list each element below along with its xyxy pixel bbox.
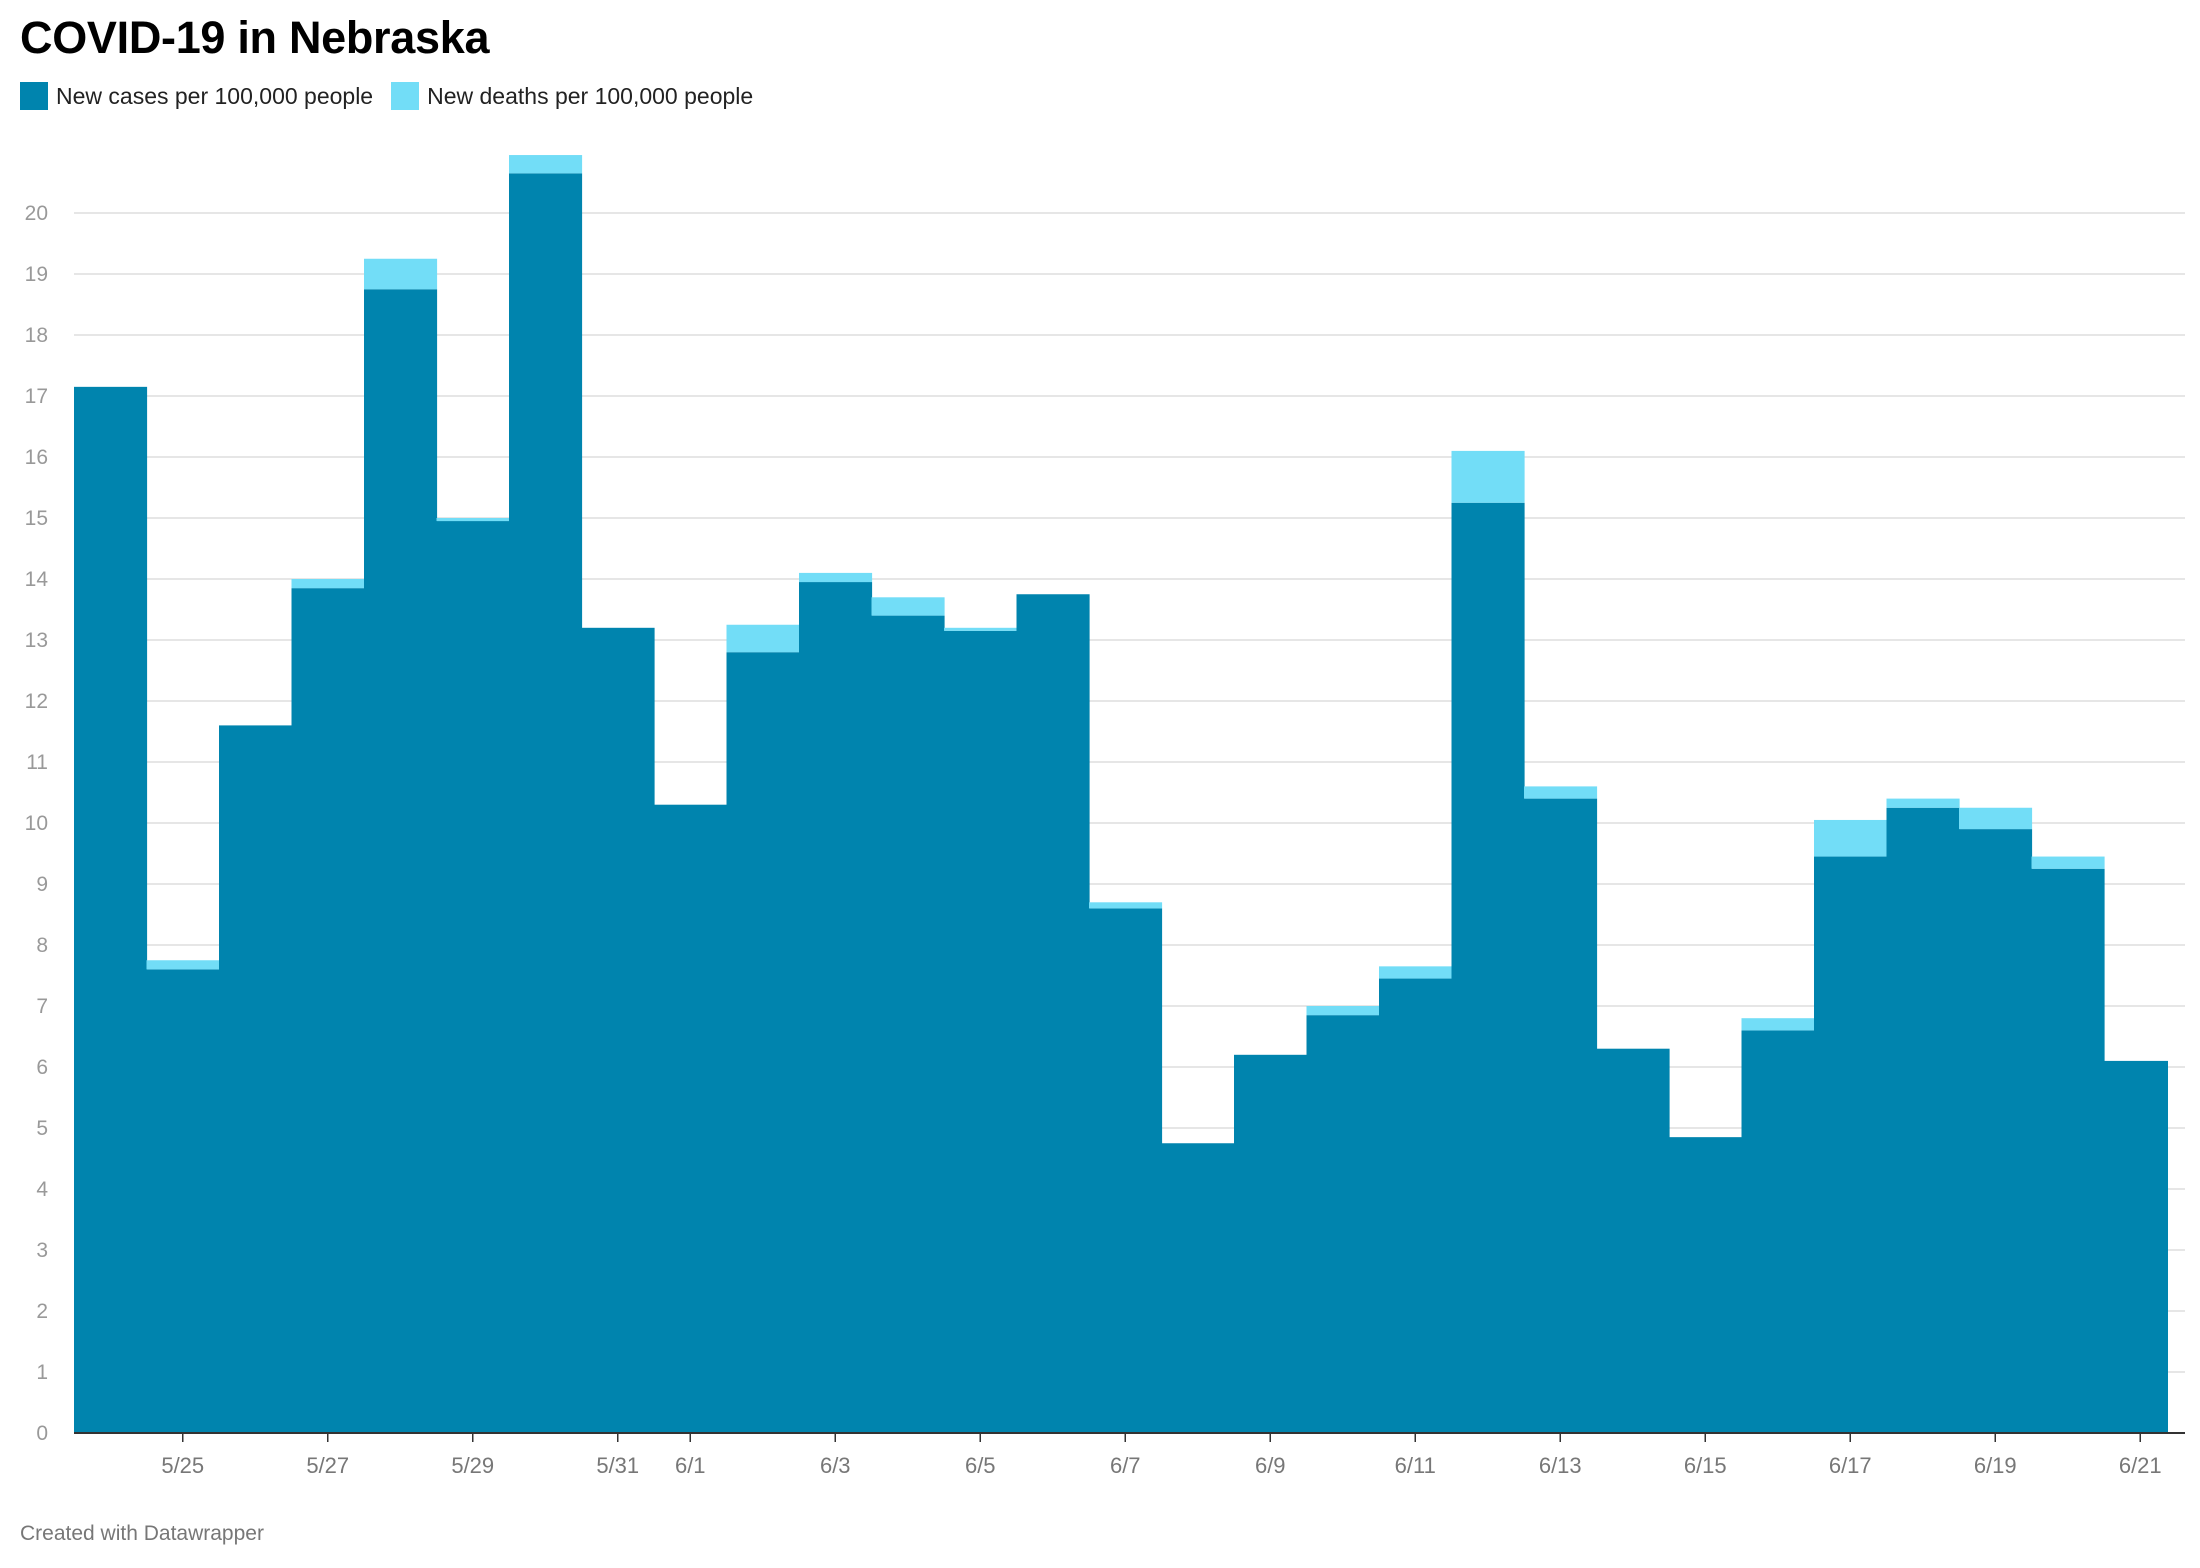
y-tick-label: 10 <box>25 812 48 835</box>
bar-cases <box>219 725 293 1433</box>
legend-swatch-cases <box>20 82 48 110</box>
y-tick-label: 0 <box>36 1422 48 1445</box>
bar-cases <box>726 652 800 1433</box>
bar-cases <box>2130 1103 2168 1433</box>
y-tick-label: 12 <box>25 690 48 713</box>
bar-cases <box>871 615 945 1433</box>
bar-deaths <box>1814 819 1888 857</box>
y-tick-label: 8 <box>36 934 48 957</box>
bar-cases <box>1379 978 1453 1433</box>
bar-deaths <box>364 258 438 290</box>
bar-cases <box>799 582 873 1433</box>
y-tick-label: 14 <box>25 568 49 591</box>
legend-swatch-deaths <box>391 82 420 110</box>
bar-cases <box>581 627 655 1433</box>
bar-cases <box>291 588 365 1433</box>
bar-deaths <box>1886 798 1960 808</box>
bar-cases <box>436 521 510 1433</box>
bar-cases <box>654 804 728 1433</box>
legend-item-deaths: New deaths per 100,000 people <box>391 82 753 110</box>
bar-deaths <box>146 960 220 970</box>
x-tick-label: 6/13 <box>1539 1453 1582 1478</box>
x-tick-label: 5/31 <box>596 1453 639 1478</box>
y-tick-label: 2 <box>36 1300 48 1323</box>
bar-cases <box>146 969 220 1433</box>
bar-deaths <box>436 518 510 522</box>
legend-item-cases: New cases per 100,000 people <box>20 82 373 110</box>
bar-deaths <box>871 597 945 616</box>
bar-cases <box>74 386 148 1434</box>
bar-cases <box>1959 829 2033 1433</box>
bar-cases <box>1234 1054 1308 1433</box>
bar-deaths <box>944 627 1018 631</box>
bar-deaths <box>1306 1006 1380 1016</box>
x-tick-label: 6/9 <box>1255 1453 1286 1478</box>
bar-deaths <box>2031 856 2105 869</box>
bar-cases <box>1596 1048 1670 1433</box>
x-tick-label: 5/25 <box>161 1453 204 1478</box>
bar-cases <box>1524 798 1598 1433</box>
bar-cases <box>509 173 583 1434</box>
bar-cases <box>1814 856 1888 1433</box>
y-tick-label: 13 <box>25 629 48 652</box>
bar-deaths <box>509 155 583 174</box>
y-tick-label: 9 <box>36 873 48 896</box>
legend-label-deaths: New deaths per 100,000 people <box>427 82 754 109</box>
bar-cases <box>1089 908 1163 1433</box>
y-tick-label: 19 <box>25 263 48 286</box>
x-tick-label: 6/17 <box>1829 1453 1872 1478</box>
bar-deaths <box>291 579 365 589</box>
chart-title: COVID-19 in Nebraska <box>20 12 490 63</box>
x-tick-label: 6/1 <box>675 1453 706 1478</box>
y-tick-label: 15 <box>25 507 48 530</box>
bar-deaths <box>799 572 873 583</box>
y-tick-label: 5 <box>36 1117 48 1140</box>
bar-deaths <box>1379 966 1453 979</box>
x-tick-label: 6/15 <box>1684 1453 1727 1478</box>
x-tick-label: 6/11 <box>1395 1453 1436 1478</box>
y-tick-label: 7 <box>36 995 48 1018</box>
bar-cases <box>2031 868 2105 1433</box>
bar-cases <box>1741 1030 1815 1433</box>
bar-deaths <box>1959 807 2033 830</box>
y-tick-label: 6 <box>36 1056 48 1079</box>
bar-deaths <box>1451 450 1525 503</box>
bar-cases <box>1161 1143 1235 1433</box>
bar-deaths <box>726 624 800 653</box>
bar-cases <box>1451 502 1525 1433</box>
x-tick-label: 5/27 <box>306 1453 349 1478</box>
y-tick-label: 20 <box>25 202 48 225</box>
x-tick-label: 5/29 <box>451 1453 494 1478</box>
y-tick-label: 4 <box>36 1178 48 1201</box>
bar-deaths <box>1089 902 1163 909</box>
x-tick-label: 6/19 <box>1974 1453 2017 1478</box>
bar-cases <box>1016 594 1090 1433</box>
chart-legend: New cases per 100,000 people New deaths … <box>20 82 771 110</box>
y-tick-label: 3 <box>36 1239 48 1262</box>
bar-deaths <box>1524 786 1598 799</box>
bar-cases <box>1306 1015 1380 1433</box>
y-tick-label: 16 <box>25 446 48 469</box>
legend-label-cases: New cases per 100,000 people <box>56 82 374 109</box>
y-tick-label: 1 <box>36 1361 48 1384</box>
bar-cases <box>364 289 438 1433</box>
y-tick-label: 11 <box>26 751 48 774</box>
x-tick-label: 6/21 <box>2119 1453 2162 1478</box>
x-tick-label: 6/3 <box>820 1453 851 1478</box>
x-tick-label: 6/7 <box>1110 1453 1141 1478</box>
footer-credit: Created with Datawrapper <box>20 1522 264 1545</box>
bar-cases <box>1886 807 1960 1433</box>
bar-deaths <box>1741 1018 1815 1031</box>
bar-cases <box>944 630 1018 1433</box>
y-tick-label: 18 <box>25 324 48 347</box>
bar-cases <box>1669 1137 1743 1433</box>
y-tick-label: 17 <box>25 385 48 408</box>
x-tick-label: 6/5 <box>965 1453 996 1478</box>
